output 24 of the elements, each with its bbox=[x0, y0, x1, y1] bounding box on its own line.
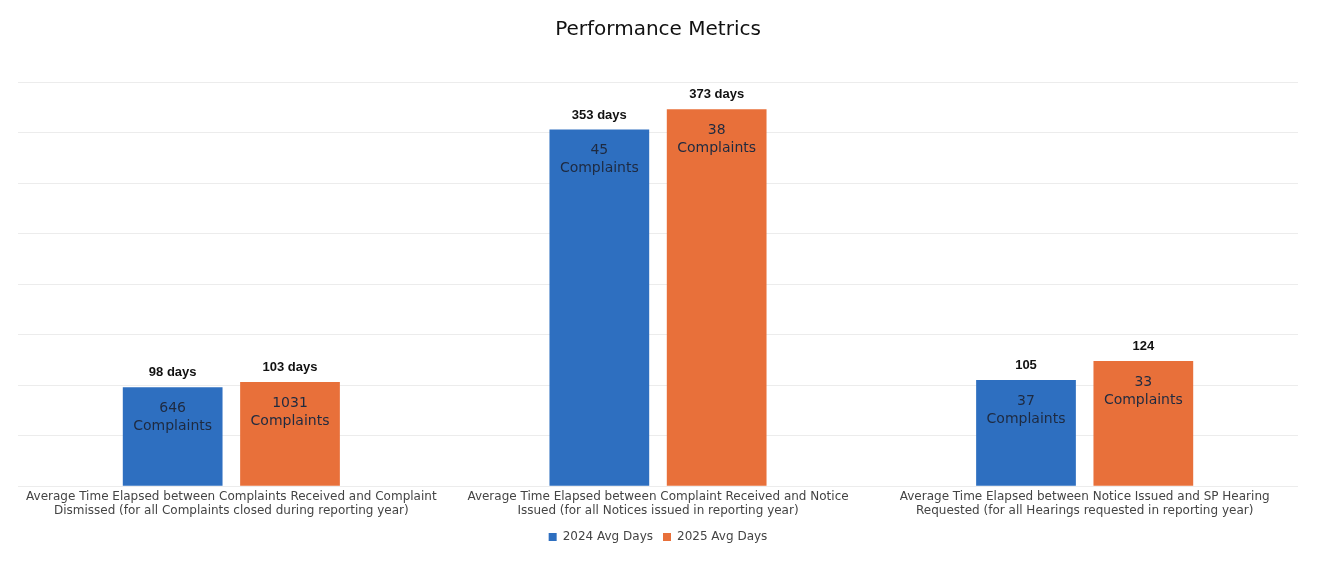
chart-title: Performance Metrics bbox=[555, 16, 761, 41]
bar bbox=[122, 387, 223, 486]
legend-label: 2024 Avg Days bbox=[562, 529, 653, 544]
data-label: 103 days bbox=[262, 359, 318, 375]
data-label: 124 bbox=[1132, 337, 1155, 353]
x-tick-label: Average Time Elapsed between Complaints Received and Complaint Dismissed (for all Complaints closed during reporting year) bbox=[26, 488, 437, 517]
data-label: 373 days bbox=[689, 86, 745, 102]
bar bbox=[1093, 360, 1194, 486]
data-label: 98 days bbox=[148, 364, 197, 380]
annotation: 45 Complaints bbox=[559, 141, 639, 176]
annotation: 1031 Complaints bbox=[250, 393, 330, 428]
annotation: 33 Complaints bbox=[1103, 372, 1183, 407]
bar bbox=[666, 109, 767, 486]
bar bbox=[549, 129, 650, 486]
x-tick-label: Average Time Elapsed between Complaint Received and Notice Issued (for all Notices issued in reporting year) bbox=[467, 488, 849, 517]
annotation: 38 Complaints bbox=[677, 120, 757, 155]
x-tick-label: Average Time Elapsed between Notice Issued and SP Hearing Requested (for all Hearings requested in reporting year) bbox=[899, 488, 1270, 517]
annotation: 37 Complaints bbox=[986, 391, 1066, 426]
data-label: 105 bbox=[1015, 357, 1037, 373]
bar bbox=[240, 382, 340, 486]
legend-label: 2025 Avg Days bbox=[677, 529, 768, 544]
annotation: 646 Complaints bbox=[133, 398, 213, 433]
bar bbox=[976, 380, 1076, 486]
data-label: 353 days bbox=[571, 106, 627, 122]
